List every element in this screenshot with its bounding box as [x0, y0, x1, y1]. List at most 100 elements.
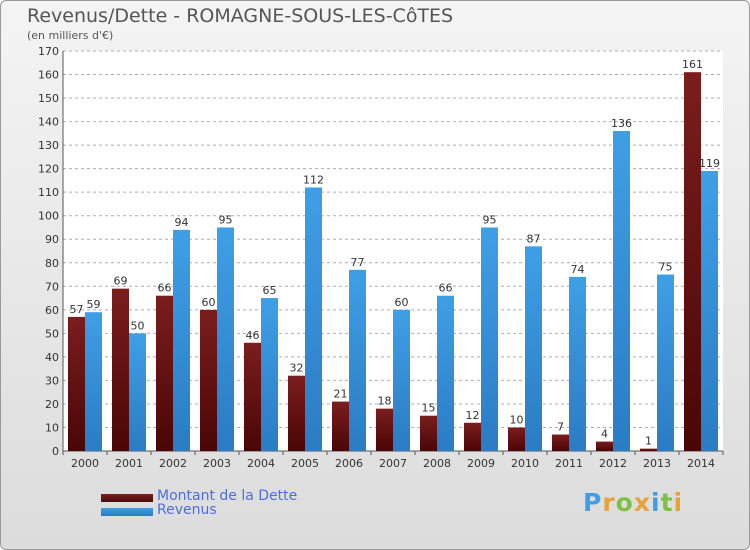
- data-label: 65: [263, 284, 277, 297]
- bar-revenus: [393, 309, 410, 451]
- bar-dette: [200, 309, 217, 451]
- data-label: 66: [158, 282, 172, 295]
- bar-revenus: [481, 227, 498, 451]
- y-tick-label: 120: [38, 163, 59, 176]
- bar-revenus: [217, 227, 234, 451]
- logo-letter: i: [651, 488, 661, 517]
- bar-dette: [288, 375, 305, 451]
- bar-dette: [112, 288, 129, 451]
- y-tick-label: 140: [38, 116, 59, 129]
- data-label: 1: [645, 435, 652, 448]
- data-label: 161: [682, 58, 703, 71]
- logo-letter: i: [673, 488, 684, 517]
- bar-dette: [376, 408, 393, 451]
- y-tick-label: 130: [38, 139, 59, 152]
- bar-dette: [596, 441, 613, 451]
- bar-revenus: [349, 269, 366, 451]
- y-tick-label: 170: [38, 45, 59, 58]
- y-tick-label: 150: [38, 92, 59, 105]
- data-label: 12: [466, 409, 480, 422]
- legend-swatch-dette: [101, 494, 153, 502]
- bar-dette: [332, 401, 349, 451]
- legend-swatch-revenus: [101, 508, 153, 516]
- data-label: 18: [378, 395, 392, 408]
- bar-revenus: [305, 187, 322, 451]
- bar-dette: [508, 427, 525, 451]
- x-tick-label: 2010: [511, 457, 539, 470]
- data-label: 69: [114, 275, 128, 288]
- x-tick-label: 2011: [555, 457, 583, 470]
- logo-letter: P: [583, 488, 603, 517]
- data-label: 15: [422, 402, 436, 415]
- logo-letter: x: [633, 488, 651, 517]
- bar-dette: [684, 72, 701, 452]
- x-tick-label: 2013: [643, 457, 671, 470]
- data-label: 60: [202, 296, 216, 309]
- y-tick-label: 100: [38, 210, 59, 223]
- legend-label-revenus: Revenus: [157, 502, 217, 518]
- x-tick-label: 2004: [247, 457, 275, 470]
- bar-dette: [464, 422, 481, 451]
- bar-dette: [68, 316, 85, 451]
- bar-revenus: [569, 276, 586, 451]
- data-label: 74: [571, 263, 585, 276]
- data-label: 60: [395, 296, 409, 309]
- bar-revenus: [525, 246, 542, 451]
- bar-dette: [552, 434, 569, 451]
- y-tick-label: 80: [45, 257, 59, 270]
- y-tick-label: 60: [45, 304, 59, 317]
- x-tick-label: 2009: [467, 457, 495, 470]
- x-tick-label: 2008: [423, 457, 451, 470]
- data-label: 21: [334, 388, 348, 401]
- y-tick-label: 50: [45, 327, 59, 340]
- x-tick-label: 2000: [71, 457, 99, 470]
- y-tick-label: 10: [45, 421, 59, 434]
- x-tick-label: 2012: [599, 457, 627, 470]
- data-label: 95: [219, 213, 233, 226]
- data-label: 59: [87, 298, 101, 311]
- bar-dette: [244, 342, 261, 451]
- y-tick-label: 110: [38, 186, 59, 199]
- bar-revenus: [261, 298, 278, 451]
- x-tick-label: 2007: [379, 457, 407, 470]
- y-tick-label: 30: [45, 374, 59, 387]
- data-label: 4: [601, 428, 608, 441]
- bar-dette: [420, 415, 437, 451]
- data-label: 75: [659, 261, 673, 274]
- data-label: 95: [483, 213, 497, 226]
- y-tick-label: 70: [45, 280, 59, 293]
- y-tick-label: 0: [52, 445, 59, 458]
- data-label: 32: [290, 362, 304, 375]
- y-tick-label: 20: [45, 398, 59, 411]
- x-tick-label: 2002: [159, 457, 187, 470]
- y-tick-label: 160: [38, 69, 59, 82]
- data-label: 119: [699, 157, 720, 170]
- data-label: 136: [611, 117, 632, 130]
- y-tick-label: 40: [45, 351, 59, 364]
- bar-revenus: [437, 295, 454, 451]
- logo-letter: o: [615, 488, 634, 517]
- bar-revenus: [85, 312, 102, 451]
- data-label: 7: [557, 421, 564, 434]
- data-label: 10: [510, 413, 524, 426]
- chart-title: Revenus/Dette - ROMAGNE-SOUS-LES-CôTES: [27, 5, 454, 27]
- x-tick-label: 2014: [687, 457, 715, 470]
- x-tick-label: 2005: [291, 457, 319, 470]
- data-label: 112: [303, 173, 324, 186]
- data-label: 94: [175, 216, 189, 229]
- proxiti-logo: Proxiti: [583, 488, 683, 517]
- data-label: 50: [131, 319, 145, 332]
- x-tick-label: 2003: [203, 457, 231, 470]
- data-label: 57: [70, 303, 84, 316]
- data-label: 46: [246, 329, 260, 342]
- logo-letter: t: [660, 488, 674, 517]
- bar-dette: [156, 295, 173, 451]
- x-tick-label: 2006: [335, 457, 363, 470]
- bar-revenus: [657, 274, 674, 451]
- chart-subtitle: (en milliers d'€): [27, 29, 114, 42]
- bar-revenus: [701, 171, 718, 451]
- bar-dette: [640, 448, 657, 451]
- bar-revenus: [613, 131, 630, 451]
